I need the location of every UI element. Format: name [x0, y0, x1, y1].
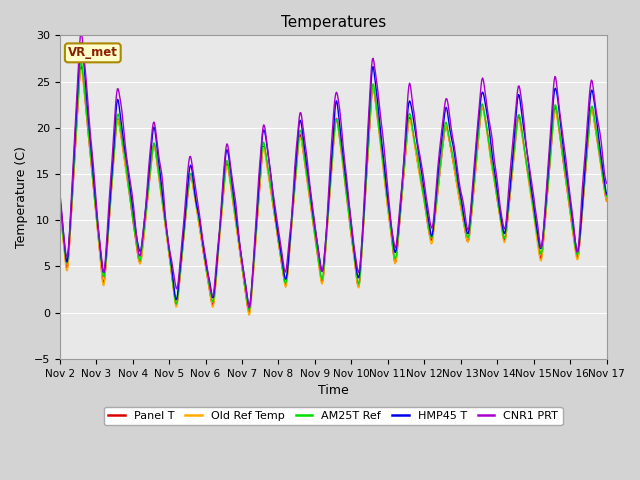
HMP45 T	[66, 231, 74, 237]
AM25T Ref	[417, 178, 425, 184]
AM25T Ref	[56, 203, 63, 209]
Old Ref Temp	[123, 173, 131, 179]
Line: Panel T: Panel T	[60, 67, 607, 312]
HMP45 T	[401, 144, 409, 149]
Old Ref Temp	[245, 312, 253, 318]
HMP45 T	[179, 245, 186, 251]
X-axis label: Time: Time	[318, 384, 349, 397]
AM25T Ref	[123, 168, 131, 173]
CNR1 PRT	[77, 30, 84, 36]
Panel T	[245, 309, 253, 315]
HMP45 T	[417, 166, 425, 171]
Old Ref Temp	[66, 241, 74, 247]
CNR1 PRT	[245, 305, 253, 311]
Old Ref Temp	[417, 181, 425, 187]
Panel T	[77, 64, 84, 70]
Panel T	[603, 198, 611, 204]
HMP45 T	[603, 192, 611, 197]
Old Ref Temp	[77, 67, 84, 72]
CNR1 PRT	[603, 180, 611, 186]
Old Ref Temp	[603, 198, 611, 204]
Old Ref Temp	[401, 158, 409, 164]
Old Ref Temp	[56, 211, 63, 217]
AM25T Ref	[66, 233, 74, 239]
AM25T Ref	[207, 293, 215, 299]
AM25T Ref	[401, 153, 409, 158]
CNR1 PRT	[179, 235, 186, 241]
Y-axis label: Temperature (C): Temperature (C)	[15, 146, 28, 248]
HMP45 T	[77, 40, 84, 46]
Legend: Panel T, Old Ref Temp, AM25T Ref, HMP45 T, CNR1 PRT: Panel T, Old Ref Temp, AM25T Ref, HMP45 …	[104, 407, 563, 425]
Line: Old Ref Temp: Old Ref Temp	[60, 70, 607, 315]
Panel T	[417, 178, 425, 183]
HMP45 T	[123, 158, 131, 164]
Line: CNR1 PRT: CNR1 PRT	[60, 33, 607, 308]
HMP45 T	[56, 196, 63, 202]
AM25T Ref	[77, 60, 84, 65]
Old Ref Temp	[207, 298, 215, 304]
AM25T Ref	[245, 307, 253, 313]
CNR1 PRT	[207, 289, 215, 295]
Text: VR_met: VR_met	[68, 47, 118, 60]
AM25T Ref	[603, 193, 611, 199]
CNR1 PRT	[417, 159, 425, 165]
Panel T	[66, 241, 74, 247]
CNR1 PRT	[66, 229, 74, 235]
Panel T	[56, 206, 63, 212]
Line: AM25T Ref: AM25T Ref	[60, 62, 607, 310]
Old Ref Temp	[179, 252, 186, 258]
Line: HMP45 T: HMP45 T	[60, 43, 607, 306]
CNR1 PRT	[401, 137, 409, 143]
Panel T	[179, 252, 186, 257]
CNR1 PRT	[56, 191, 63, 196]
Panel T	[401, 156, 409, 162]
HMP45 T	[245, 303, 253, 309]
HMP45 T	[207, 287, 215, 293]
CNR1 PRT	[123, 155, 131, 160]
Panel T	[123, 170, 131, 176]
Title: Temperatures: Temperatures	[280, 15, 386, 30]
AM25T Ref	[179, 250, 186, 255]
Panel T	[207, 297, 215, 302]
